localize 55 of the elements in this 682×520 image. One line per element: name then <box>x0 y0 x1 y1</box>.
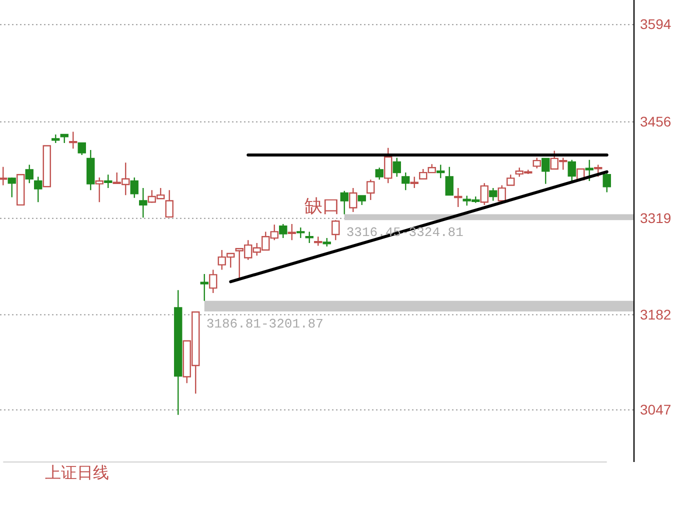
candlestick <box>279 223 288 239</box>
candlestick <box>52 134 60 144</box>
candlestick <box>60 134 68 144</box>
candlestick <box>296 226 305 239</box>
y-tick-label: 3047 <box>640 401 672 418</box>
text: 上证日线 <box>45 464 109 482</box>
candlestick <box>200 273 208 302</box>
candlestick <box>305 231 314 244</box>
candlestick <box>78 142 86 156</box>
candlestick <box>25 164 34 184</box>
candlestick <box>585 159 594 182</box>
candlestick <box>366 178 375 201</box>
candlestick <box>594 164 602 178</box>
candlestick <box>375 167 384 180</box>
candlestick <box>384 147 392 184</box>
band-label: 3186.81-3201.87 <box>206 316 324 332</box>
candlestick <box>602 171 611 193</box>
candlestick <box>139 187 148 218</box>
y-tick-label: 3594 <box>640 16 672 32</box>
candlestick <box>34 176 42 203</box>
y-tick-label: 3182 <box>640 306 672 322</box>
annotation: 缺口 <box>304 196 340 216</box>
candlestick <box>130 176 138 198</box>
y-tick-label: 3319 <box>640 210 672 226</box>
candlestick <box>480 182 488 206</box>
candlestick <box>568 159 576 182</box>
candlestick <box>532 157 541 169</box>
candlestick <box>165 190 174 218</box>
candlestick <box>349 187 358 213</box>
candlestick <box>104 174 112 189</box>
candlestick <box>322 237 331 248</box>
candlestick <box>174 290 182 416</box>
candlestick <box>445 166 454 196</box>
candlestick <box>340 190 348 215</box>
candlestick <box>498 184 506 203</box>
candlestick <box>288 223 296 241</box>
candlestick <box>16 174 25 206</box>
candlestick <box>69 131 78 150</box>
candlestick <box>454 187 462 208</box>
candlestick <box>8 176 16 198</box>
candlestick <box>410 176 418 189</box>
candlestick <box>392 157 401 178</box>
candlestick <box>542 158 550 184</box>
candlestick <box>506 174 515 186</box>
candlestick <box>95 176 104 203</box>
candlestick <box>332 220 340 241</box>
candlestick <box>489 187 498 202</box>
candlestick <box>209 269 218 294</box>
candlestick <box>436 164 445 179</box>
candlestick <box>402 172 410 191</box>
candlestick <box>42 145 51 188</box>
candlestick <box>86 149 95 191</box>
candlestick <box>314 236 322 246</box>
y-tick-label: 3456 <box>640 113 672 130</box>
candlestick <box>358 195 366 206</box>
